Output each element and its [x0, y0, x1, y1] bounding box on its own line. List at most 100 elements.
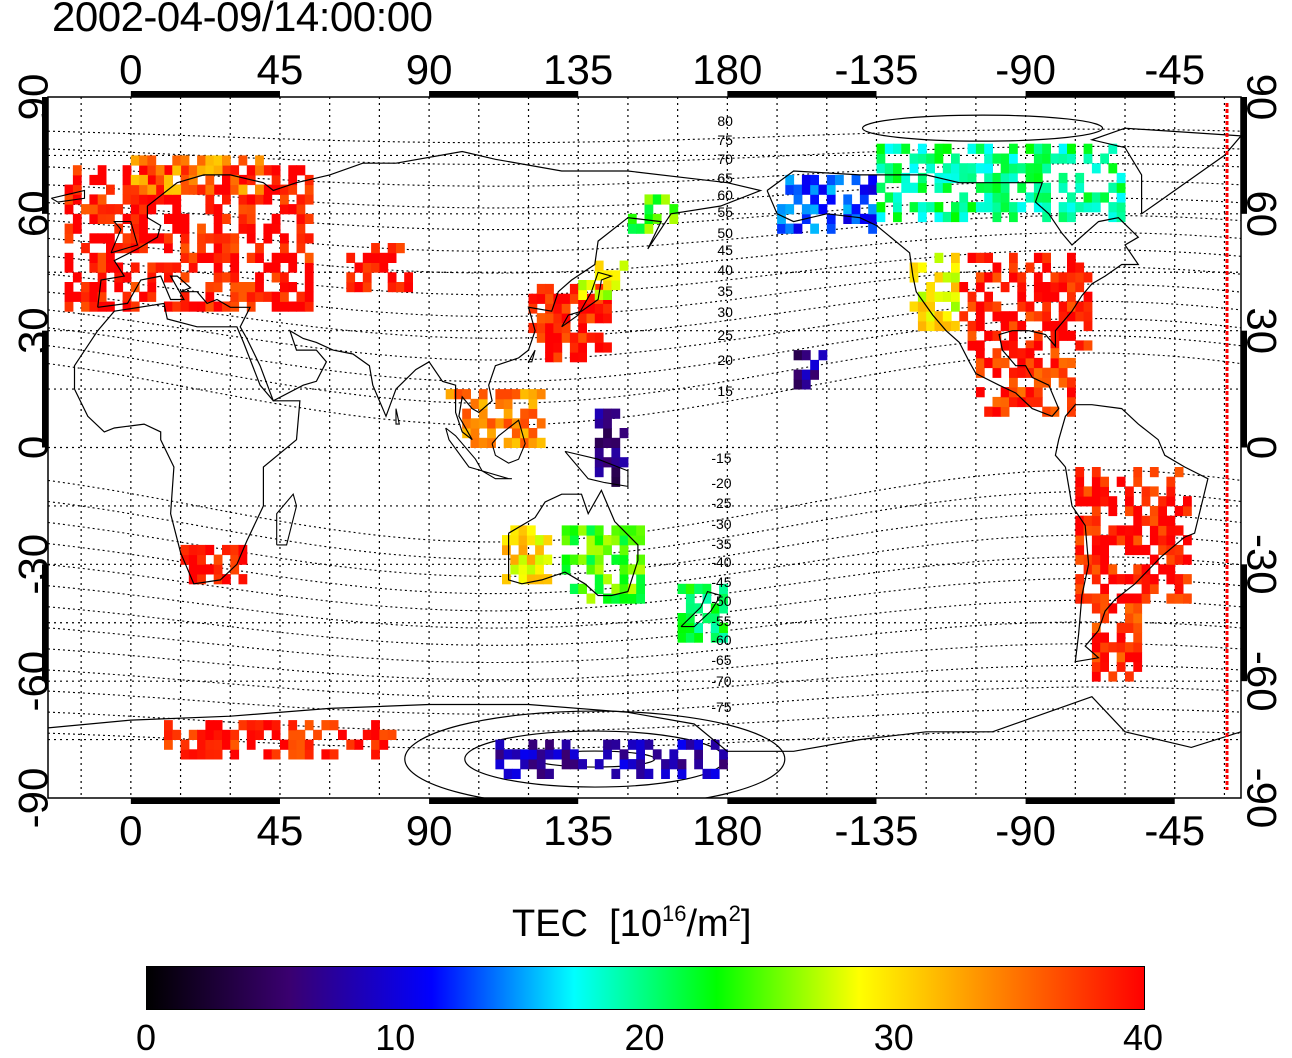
tec-cell [222, 165, 231, 176]
coastline-eurasia [97, 150, 763, 441]
tec-cell [1149, 467, 1159, 478]
tec-cell [677, 759, 687, 770]
tec-cell [984, 252, 993, 263]
tec-cell [785, 204, 795, 215]
tec-cell [528, 408, 538, 419]
tec-cell [561, 759, 571, 770]
coastline-island [395, 408, 400, 425]
tec-cell [213, 301, 223, 312]
tec-cell [569, 535, 579, 546]
tec-cell [122, 174, 132, 186]
tec-cell [569, 293, 579, 304]
tec-cell [636, 223, 645, 234]
tec-cell [495, 398, 505, 409]
tec-cell [578, 525, 587, 536]
tec-cell [197, 544, 206, 556]
tec-cell [1083, 272, 1093, 283]
tec-cell [586, 554, 596, 565]
tec-cell [603, 280, 612, 291]
tec-cell [594, 260, 604, 271]
tec-cell [586, 564, 596, 575]
tec-cell [652, 749, 662, 760]
tec-cell [843, 213, 853, 224]
tec-cell [685, 603, 695, 614]
tec-cell [1067, 192, 1076, 203]
tec-cell [603, 313, 612, 324]
tec-cell [868, 223, 877, 234]
tec-cell [545, 342, 554, 353]
tec-cell [362, 252, 372, 263]
tec-cell [180, 749, 190, 760]
tec-cell [387, 282, 397, 293]
tec-cell [1000, 192, 1010, 203]
tec-region-central-america [975, 348, 1076, 417]
tec-cell [1133, 544, 1143, 556]
tec-cell [1017, 291, 1027, 302]
tec-cell [97, 262, 107, 273]
tec-cell [901, 143, 911, 154]
tec-cell [992, 367, 1002, 378]
tec-cell [271, 174, 281, 186]
tec-cell [1091, 603, 1101, 614]
tec-cell [280, 252, 289, 263]
tec-cell [926, 282, 935, 293]
tec-cell [594, 313, 604, 324]
tec-cell [578, 332, 587, 343]
tec-cell [520, 389, 529, 400]
tec-cell [1091, 661, 1101, 672]
tec-cell [139, 291, 148, 302]
tec-cell [304, 233, 314, 244]
tec-cell [536, 437, 546, 448]
tec-cell [495, 759, 505, 770]
frame-tick-bars [42, 91, 1247, 804]
tec-cell [677, 613, 687, 624]
tec-cell [984, 182, 993, 193]
tec-cell [1009, 252, 1018, 263]
tec-cell [139, 155, 148, 166]
tec-cell [1100, 652, 1109, 663]
tec-cell [1067, 301, 1076, 312]
tec-cell [1100, 535, 1109, 546]
tec-cell [81, 301, 90, 312]
tec-cell [72, 291, 82, 302]
tec-cell [362, 282, 372, 293]
right-tick-label: -60 [1238, 651, 1285, 712]
tec-cell [1091, 163, 1101, 174]
tec-cell [984, 153, 993, 164]
tec-cell [188, 262, 198, 273]
tec-cell [636, 564, 645, 575]
tec-cell [72, 184, 82, 195]
tec-cell [1100, 476, 1109, 487]
tec-cell [1058, 182, 1068, 193]
left-tick-label: 90 [10, 74, 57, 121]
tec-cell [64, 223, 74, 234]
tec-cell [992, 357, 1002, 369]
tec-cell [1058, 330, 1068, 341]
tec-cell [1009, 311, 1018, 322]
tec-cell [1125, 544, 1134, 556]
tec-cell [868, 174, 877, 186]
tec-cell [951, 320, 960, 332]
tec-cell [1149, 515, 1159, 526]
tec-cell [164, 233, 173, 244]
tec-cell [511, 437, 521, 448]
right-tick-label: -90 [1238, 768, 1285, 829]
tec-cell [371, 252, 380, 263]
tec-cell [661, 194, 670, 205]
tec-cell [1108, 496, 1118, 507]
tec-cell [909, 272, 919, 283]
tec-cell [1075, 574, 1085, 585]
tec-cell [518, 564, 528, 575]
tec-cell [528, 428, 538, 439]
tec-cell [164, 243, 173, 254]
tec-cell [520, 749, 529, 760]
tec-cell [478, 398, 488, 409]
tec-cell [702, 613, 712, 624]
tec-cell [1158, 525, 1167, 536]
tec-data-cells [64, 143, 1192, 779]
tec-cell [1149, 554, 1159, 565]
tec-cell [478, 418, 488, 429]
right-tick-label: 60 [1238, 190, 1285, 237]
tec-cell [454, 389, 463, 400]
frame-bar-bottom [429, 798, 579, 804]
